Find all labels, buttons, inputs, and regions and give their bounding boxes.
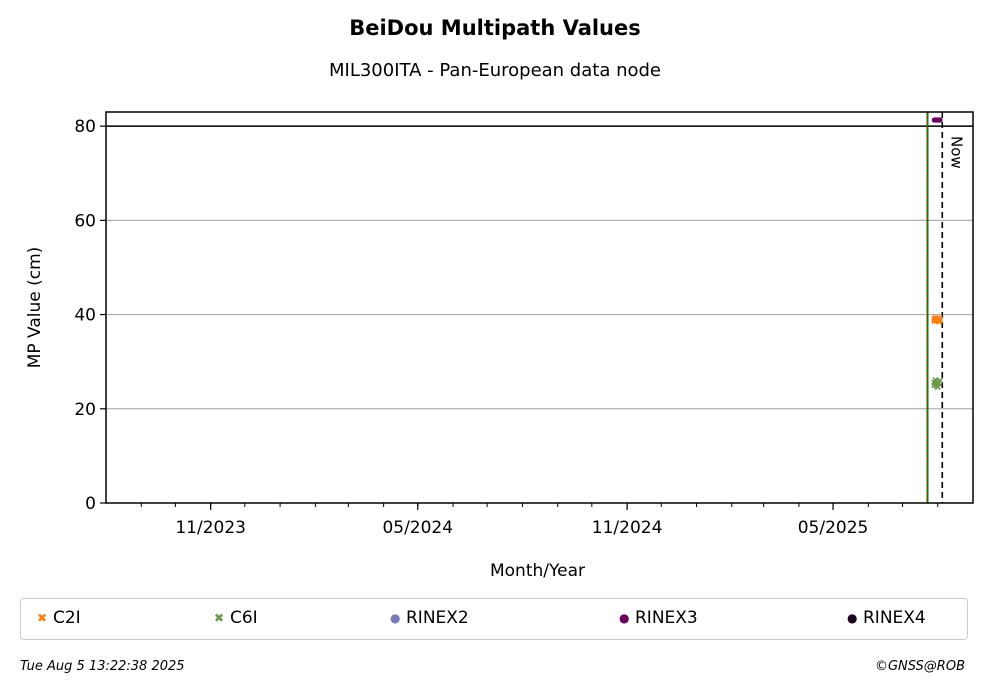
legend-marker-c6i: ✖ (214, 611, 225, 625)
legend-item-rinex2: ● RINEX2 (390, 608, 469, 628)
x-axis-label: Month/Year (490, 561, 585, 581)
legend-item-c6i: ✖ C6I (214, 608, 258, 628)
legend-label-c6i: C6I (230, 608, 258, 628)
data-point-stroke (934, 384, 941, 391)
x-tick-label: 11/2023 (175, 518, 246, 538)
data-point-c2i (936, 316, 944, 323)
data-point-stroke (936, 377, 944, 384)
footer-credit: ©GNSS@ROB (874, 659, 965, 674)
plot-frame (105, 111, 974, 504)
data-point-c6i (934, 384, 941, 391)
legend-item-rinex4: ● RINEX4 (847, 608, 926, 628)
legend-label-c2i: C2I (53, 608, 81, 628)
x-tick-label: 05/2024 (382, 518, 453, 538)
chart-title: BeiDou Multipath Values (349, 16, 641, 40)
data-point-stroke (936, 316, 944, 323)
footer-timestamp: Tue Aug 5 13:22:38 2025 (20, 659, 185, 674)
x-tick-label: 05/2025 (798, 518, 869, 538)
legend-marker-c2i: ✖ (37, 611, 48, 625)
data-point-c2i (936, 317, 944, 324)
legend-label-rinex3: RINEX3 (635, 608, 698, 628)
legend-label-rinex4: RINEX4 (863, 608, 926, 628)
chart-canvas: Now 0 20 40 60 80 11/2023 05/2024 11/2024 05/2025… (25, 111, 974, 581)
y-tick-label: 60 (74, 211, 96, 231)
y-tick-label: 0 (85, 494, 96, 514)
legend-marker-rinex4: ● (847, 611, 858, 625)
legend-item-c2i: ✖ C2I (37, 608, 81, 628)
y-tick-label: 80 (74, 117, 96, 137)
x-tick-label: 11/2024 (592, 518, 663, 538)
data-point-rinex3 (937, 117, 943, 123)
data-point-c6i (936, 377, 944, 384)
legend: ✖ C2I ✖ C6I ● RINEX2 ● RINEX3 ● RINEX4 (20, 598, 968, 640)
y-tick-label: 40 (74, 306, 96, 326)
legend-item-rinex3: ● RINEX3 (619, 608, 698, 628)
legend-marker-rinex3: ● (619, 611, 630, 625)
legend-marker-rinex2: ● (390, 611, 401, 625)
y-tick-label: 20 (74, 400, 96, 420)
now-label: Now (947, 136, 965, 169)
y-axis-label: MP Value (cm) (25, 247, 45, 369)
data-point-stroke (936, 317, 944, 324)
legend-label-rinex2: RINEX2 (406, 608, 469, 628)
chart-subtitle: MIL300ITA - Pan-European data node (328, 60, 661, 81)
